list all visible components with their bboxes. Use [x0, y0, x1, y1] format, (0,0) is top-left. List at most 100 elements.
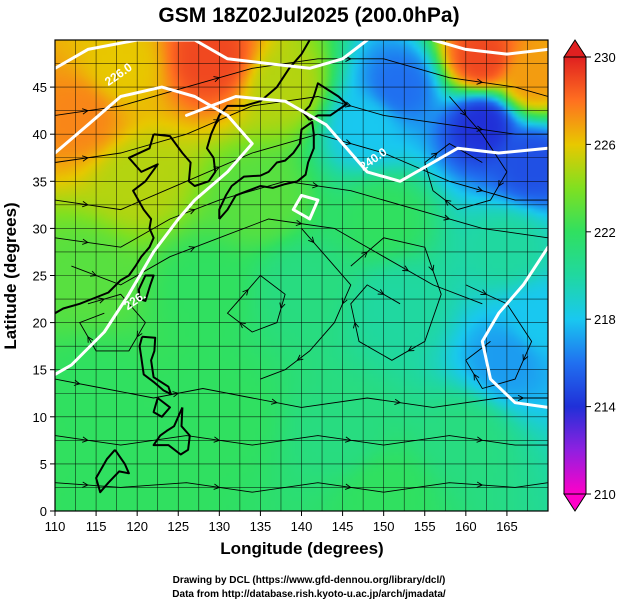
contour-line — [431, 40, 548, 56]
streamline-arrow — [82, 155, 89, 162]
streamline-arrow — [188, 208, 196, 215]
streamline-arrow — [473, 373, 480, 381]
streamline-arrow — [431, 152, 438, 159]
coastlines — [55, 40, 348, 494]
y-axis-ticks: 0 5 10 15 20 25 30 35 40 45 — [33, 80, 55, 519]
streamline-arrow — [295, 219, 303, 227]
streamline-arrow — [90, 270, 98, 277]
streamline-arrow — [270, 398, 278, 405]
streamline-arrow — [213, 436, 221, 443]
streamline-arrow — [242, 288, 249, 296]
streamline-arrow — [344, 101, 352, 108]
coastline — [218, 121, 315, 220]
y-tick-label: 30 — [33, 221, 47, 236]
streamline — [55, 435, 548, 446]
y-tick-label: 40 — [33, 127, 47, 142]
y-tick-label: 10 — [33, 410, 47, 425]
colorbar-top-arrow — [563, 39, 587, 58]
streamline — [71, 218, 483, 305]
streamline-arrow — [443, 214, 451, 221]
coastline — [137, 274, 155, 302]
streamline-arrow — [239, 321, 246, 329]
x-tick-label: 145 — [332, 519, 354, 534]
streamline-arrow — [172, 391, 180, 398]
streamline-arrow — [82, 481, 89, 488]
streamline-arrow — [344, 483, 352, 490]
contour-line — [55, 85, 254, 376]
x-tick-label: 125 — [167, 519, 189, 534]
y-tick-label: 0 — [40, 504, 47, 519]
streamline — [55, 180, 548, 248]
streamline-arrow — [352, 321, 360, 329]
y-tick-label: 35 — [33, 174, 47, 189]
streamline — [260, 228, 352, 380]
x-tick-label: 155 — [414, 519, 436, 534]
streamline-arrow — [87, 335, 94, 343]
contour-line — [55, 40, 369, 70]
streamline-arrow — [312, 182, 319, 189]
streamlines — [55, 55, 548, 493]
x-tick-label: 110 — [45, 519, 66, 534]
streamline-arrow — [279, 302, 286, 310]
colorbar: 210 214 218 222 226 230 — [563, 39, 616, 512]
streamline-arrow — [460, 109, 467, 117]
colorbar-scale — [563, 56, 587, 495]
streamline-arrow — [377, 289, 385, 295]
streamline-arrow — [82, 436, 89, 443]
y-axis-label: Latitude (degrees) — [1, 202, 20, 349]
contours — [55, 40, 548, 409]
streamline-arrow — [308, 236, 315, 244]
coastline — [138, 335, 172, 396]
coastline — [302, 82, 348, 121]
streamline-arrow — [136, 330, 143, 338]
chart-title: GSM 18Z02Jul2025 (200.0hPa) — [158, 4, 459, 27]
streamline — [79, 293, 146, 352]
streamline-arrow — [476, 125, 484, 132]
y-tick-label: 20 — [33, 316, 47, 331]
colorbar-tick-label: 210 — [594, 487, 616, 502]
streamline-arrow — [498, 179, 504, 187]
streamline — [55, 133, 548, 211]
x-tick-label: 120 — [126, 519, 148, 534]
streamline — [226, 274, 286, 333]
x-axis-label: Longitude (degrees) — [220, 539, 383, 558]
contour-line — [185, 95, 548, 183]
streamline-arrow — [73, 379, 81, 386]
coastline — [55, 133, 159, 315]
colorbar-tick-label: 218 — [594, 312, 616, 327]
coastline — [152, 406, 191, 456]
streamline-arrow — [361, 251, 368, 258]
streamline — [55, 58, 548, 116]
contour-line — [291, 193, 320, 221]
streamline-arrow — [517, 394, 525, 402]
streamline-arrow — [82, 201, 89, 208]
colorbar-tick-label: 214 — [594, 400, 616, 415]
streamline-arrow — [296, 354, 304, 361]
x-tick-label: 140 — [291, 519, 313, 534]
streamline-arrow — [476, 186, 484, 193]
streamline-arrow — [480, 289, 488, 296]
streamline — [55, 482, 548, 493]
x-axis-ticks: 110 115 120 125 130 135 140 145 150 155 160 165 — [45, 511, 518, 534]
streamline-arrow — [344, 139, 352, 146]
streamline-arrow — [476, 481, 484, 488]
credit-drawing: Drawing by DCL (https://www.gfd-dennou.o… — [173, 575, 446, 586]
y-tick-label: 45 — [33, 80, 47, 95]
coastline — [95, 449, 130, 494]
streamline-arrow — [344, 436, 352, 443]
streamline-arrow — [82, 108, 89, 115]
streamline-arrow — [428, 264, 435, 272]
colorbar-tick-label: 226 — [594, 137, 616, 152]
contour-line — [480, 245, 548, 409]
streamline-arrow — [476, 78, 484, 85]
streamline-arrow — [407, 345, 415, 352]
streamline-arrow — [82, 238, 89, 245]
streamline-arrow — [188, 246, 196, 252]
streamline-arrow — [444, 199, 452, 206]
colorbar-tick-label: 222 — [594, 225, 616, 240]
x-tick-label: 165 — [496, 519, 518, 534]
y-tick-label: 25 — [33, 269, 47, 284]
streamline-arrow — [522, 354, 529, 362]
